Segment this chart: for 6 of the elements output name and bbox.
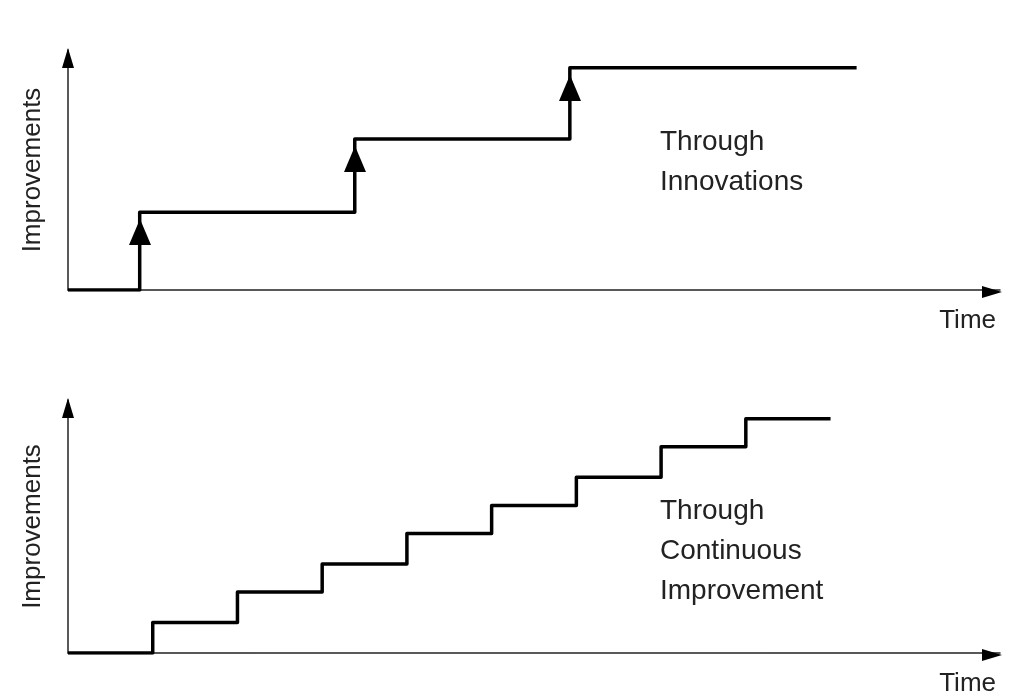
y-axis-title: Improvements (16, 444, 46, 609)
annotation: Through Continuous Improvement (660, 493, 824, 605)
y-axis-title: Improvements (16, 87, 46, 253)
annotation: Through Innovations (660, 124, 804, 196)
x-axis-title: Time (939, 304, 996, 334)
x-axis-title: Time (939, 667, 996, 697)
